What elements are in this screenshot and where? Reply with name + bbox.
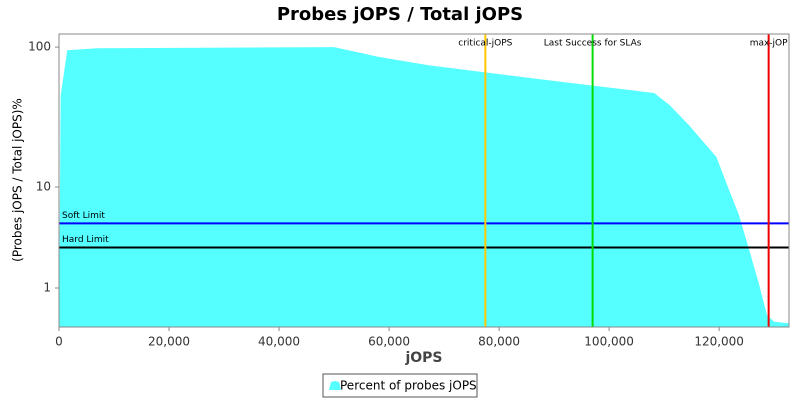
x-tick-label: 20,000 bbox=[148, 335, 190, 349]
y-tick-label: 1 bbox=[43, 280, 51, 294]
x-tick-label: 100,000 bbox=[584, 335, 634, 349]
x-axis-label: jOPS bbox=[404, 350, 442, 366]
plot-area: Soft Limit Hard Limit critical-jOPS Last Su… bbox=[59, 34, 789, 327]
legend bbox=[322, 373, 478, 398]
x-tick-label: 120,000 bbox=[694, 335, 744, 349]
y-tick-label: 100 bbox=[28, 40, 51, 54]
chart-title: Probes jOPS / Total jOPS bbox=[277, 4, 523, 25]
legend-marker bbox=[329, 381, 341, 390]
limit-label: Soft Limit bbox=[62, 211, 105, 221]
marker-label: Last Success for SLAs bbox=[544, 39, 642, 49]
x-tick-label: 0 bbox=[55, 335, 63, 349]
area bbox=[59, 47, 789, 327]
legend-label: Percent of probes jOPS bbox=[340, 379, 477, 393]
plot-border bbox=[58, 33, 790, 328]
y-axis-label: (Probes jOPS / Total jOPS)% bbox=[11, 98, 25, 262]
limit-label: Hard Limit bbox=[62, 235, 109, 245]
x-tick-label: 60,000 bbox=[368, 335, 410, 349]
y-tick-label: 10 bbox=[36, 180, 51, 194]
marker-label: max-jOP bbox=[750, 39, 788, 49]
x-tick-label: 80,000 bbox=[478, 335, 520, 349]
x-tick-label: 40,000 bbox=[258, 335, 300, 349]
marker-label: critical-jOPS bbox=[458, 39, 512, 49]
